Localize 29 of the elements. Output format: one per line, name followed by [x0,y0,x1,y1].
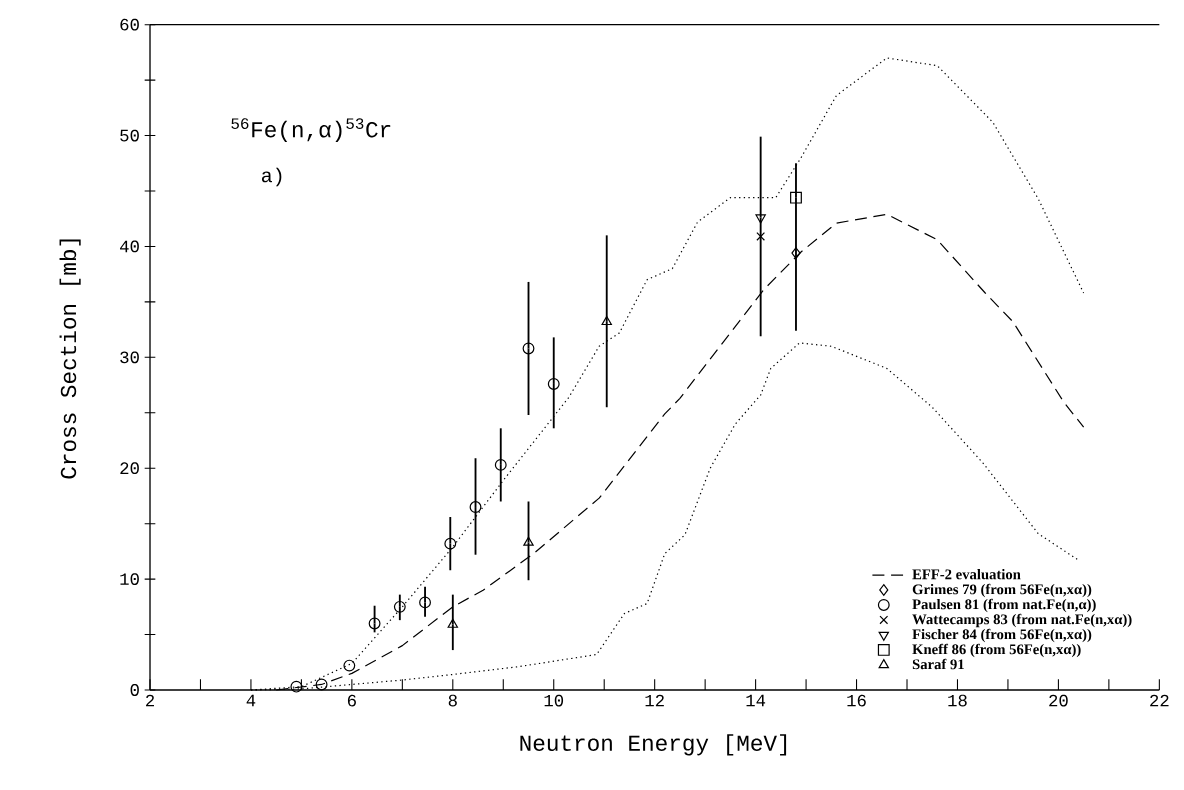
y-tick-label: 10 [120,573,139,585]
x-axis-title: Neutron Energy [MeV] [520,734,787,756]
y-tick-label: 50 [120,129,139,142]
x-tick-label: 18 [948,694,967,707]
x-tick-label: 16 [847,694,866,707]
x-tick-label: 22 [1150,694,1169,707]
annotation: $^{56}$Fe(n,α)$^{53}$Cr [231,118,391,142]
legend-label: Saraf 91 [912,658,964,670]
legend-label: EFF-2 evaluation [912,568,1021,580]
legend-label: Grimes 79 (from 56Fe(n,xα)) [912,583,1092,598]
x-tick-label: 2 [146,694,154,707]
x-tick-label: 14 [746,694,766,707]
x-tick-label: 12 [645,694,664,707]
y-tick-label: 20 [120,462,139,475]
x-tick-label: 10 [544,694,564,707]
legend-label: Wattecamps 83 (from nat.Fe(n,xα)) [912,613,1132,628]
x-tick-label: 6 [347,694,356,707]
legend-label: Fischer 84 (from 56Fe(n,xα)) [912,628,1092,643]
annotation: a) [261,167,282,187]
legend-label: Kneff 86 (from 56Fe(n,xα)) [912,643,1081,658]
x-tick-label: 8 [448,694,457,707]
y-tick-label: 60 [120,18,139,31]
x-tick-label: 20 [1049,694,1068,707]
y-tick-label: 40 [120,240,139,253]
y-tick-label: 30 [120,351,139,364]
y-tick-label: 0 [130,684,139,696]
x-tick-label: 4 [246,694,256,707]
y-axis-title: Cross Section [mb] [59,239,81,479]
legend-label: Paulsen 81 (from nat.Fe(n,α)) [912,598,1096,613]
